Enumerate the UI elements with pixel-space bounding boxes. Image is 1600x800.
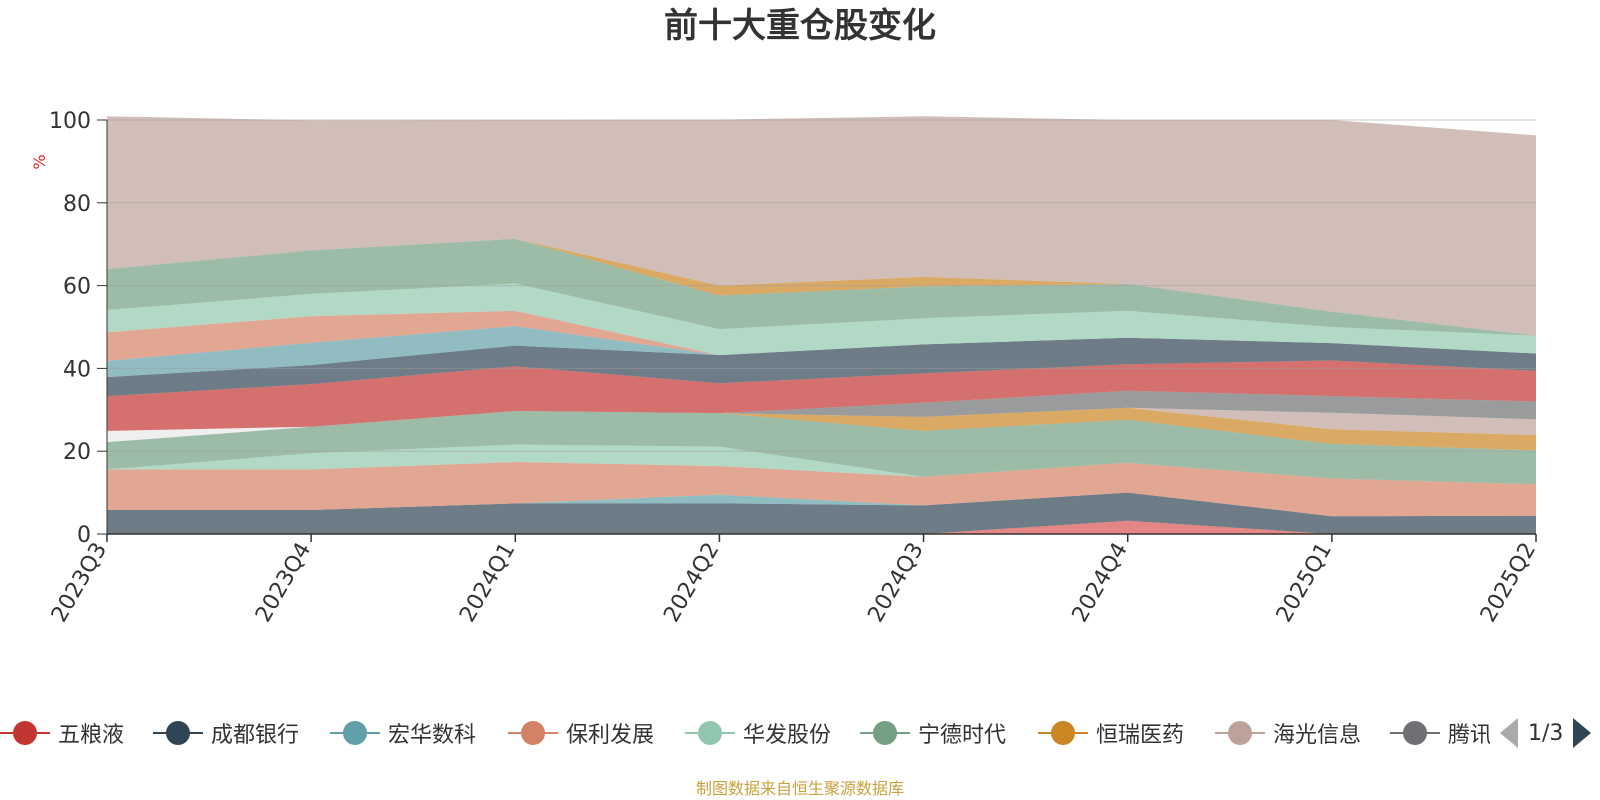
legend-label: 五粮液 [58,723,125,748]
legend-marker-icon [153,718,203,748]
area-layer-3 [107,461,1536,517]
chart-legend: 五粮液 成都银行 宏华数科 保利发展 华发股份 宁德时代 恒瑞医药 海光信息 腾讯控股 [0,715,1490,751]
area-layer-0 [107,520,1536,534]
legend-marker-icon [0,718,50,748]
area-layer-8 [107,390,1536,443]
legend-label: 宏华数科 [388,723,477,748]
legend-marker-icon [508,718,558,748]
legend-item[interactable]: 保利发展 [508,715,654,751]
legend-marker-icon [860,718,910,748]
area-layer-17 [107,116,1536,336]
x-tick-label: 2023Q3 [47,539,112,627]
area-layer-6 [107,407,1536,451]
x-tick-label: 2024Q3 [863,539,928,627]
legend-item[interactable]: 五粮液 [0,715,124,751]
area-layers [107,116,1536,534]
y-tick-label: 80 [63,192,91,217]
legend-label: 成都银行 [211,723,300,748]
legend-next-icon[interactable] [1573,718,1592,748]
area-layer-12 [107,326,1536,378]
legend-page-indicator: 1/3 [1528,720,1564,746]
axes [97,119,1537,542]
area-layer-14 [107,283,1536,356]
y-tick-label: 0 [77,523,91,548]
data-source-note: 制图数据来自恒生聚源数据库 [695,779,904,798]
legend-label: 腾讯控股 [1448,723,1490,748]
legend-marker-icon [1215,718,1265,748]
legend-item[interactable]: 宏华数科 [330,715,476,751]
y-tick-label: 100 [49,109,91,134]
x-tick-label: 2025Q1 [1272,539,1337,627]
legend-item[interactable]: 腾讯控股 [1390,715,1490,751]
legend-item[interactable]: 恒瑞医药 [1038,715,1184,751]
legend-item[interactable]: 宁德时代 [860,715,1006,751]
legend-marker-icon [330,718,380,748]
legend-label: 宁德时代 [918,723,1007,748]
legend-item[interactable]: 华发股份 [685,715,831,751]
grid-lines [107,119,1536,452]
area-layer-13 [107,310,1536,361]
x-tick-label: 2025Q2 [1476,539,1541,627]
legend-marker-icon [1390,718,1440,748]
legend-prev-icon[interactable] [1500,718,1518,748]
legend-item[interactable]: 成都银行 [153,715,299,751]
y-tick-labels: 0 20 40 60 80 100 [49,109,91,548]
area-layer-5 [107,411,1536,485]
legend-item[interactable]: 海光信息 [1215,715,1361,751]
legend-label: 保利发展 [566,723,655,748]
x-tick-label: 2024Q4 [1068,539,1133,627]
legend-label: 华发股份 [743,723,832,748]
chart-title: 前十大重仓股变化 [664,6,936,46]
y-tick-label: 60 [63,275,91,300]
area-layer-16 [107,238,1536,336]
x-tick-label: 2024Q1 [455,539,520,627]
y-tick-label: 20 [63,440,91,465]
legend-marker-icon [685,718,735,748]
x-tick-label: 2023Q4 [251,539,316,627]
area-layer-11 [107,337,1536,397]
legend-label: 海光信息 [1273,723,1362,748]
y-axis-label: % [30,154,49,169]
area-layer-2 [107,492,1536,517]
x-tick-labels: 2023Q3 2023Q4 2024Q1 2024Q2 2024Q3 2024Q4 2025… [47,539,1541,627]
area-layer-15 [107,238,1536,336]
legend-pager: 1/3 [1500,715,1592,751]
area-layer-10 [107,360,1536,431]
area-layer-1 [107,492,1536,534]
legend-marker-icon [1038,718,1088,748]
area-layer-4 [107,444,1536,485]
y-tick-label: 40 [63,357,91,382]
legend-label: 恒瑞医药 [1096,723,1185,748]
x-tick-label: 2024Q2 [659,539,724,627]
